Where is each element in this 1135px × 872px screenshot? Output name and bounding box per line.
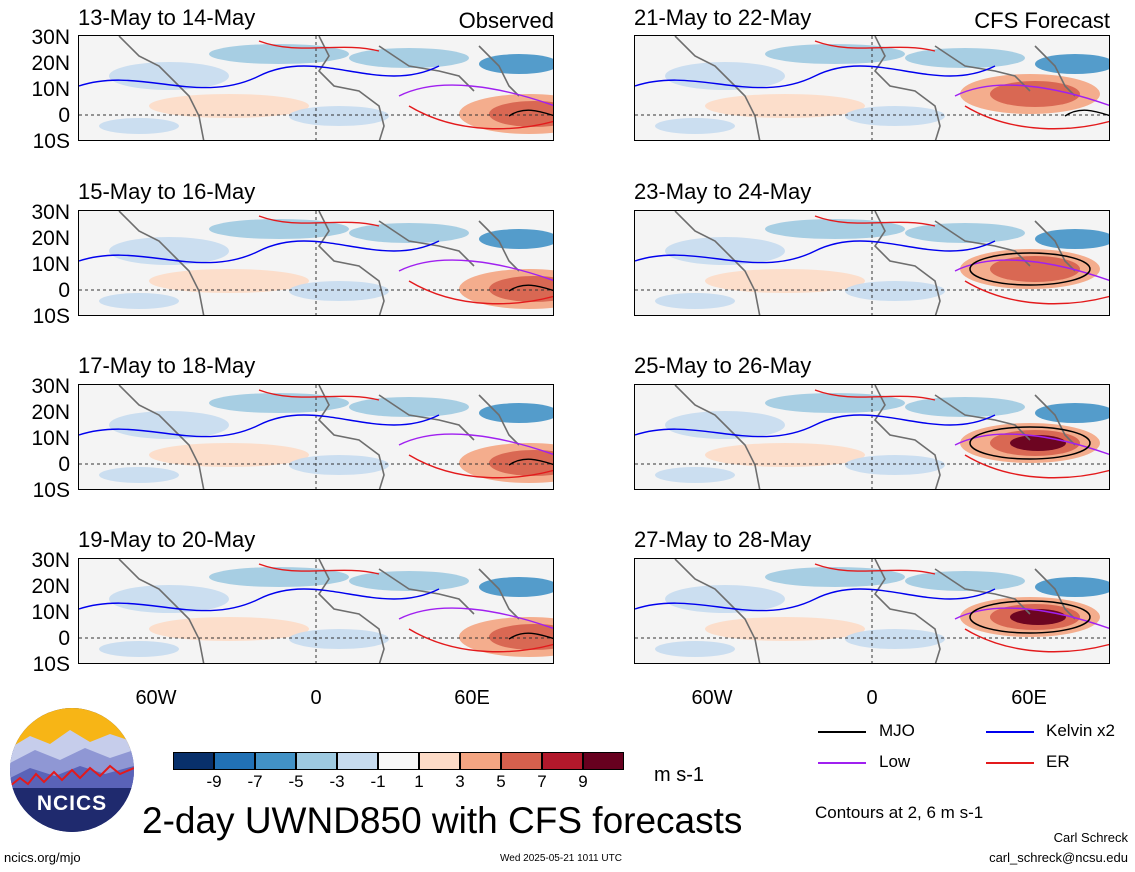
lat-label: 10S (32, 305, 70, 328)
colorbar-label: -5 (288, 772, 304, 791)
map-panel (634, 384, 1110, 490)
map-graphic (79, 559, 553, 663)
colorbar-box (378, 752, 419, 770)
map-panel (634, 35, 1110, 141)
map-panel (634, 558, 1110, 664)
legend-label-low: Low (879, 752, 911, 771)
lat-label: 10N (31, 253, 70, 276)
lat-label: 0 (58, 627, 70, 650)
lat-label: 10N (31, 601, 70, 624)
legend-label-er: ER (1046, 752, 1070, 771)
ncics-logo: NCICS (10, 708, 134, 832)
colorbar-label: 1 (414, 772, 424, 791)
map-panel (78, 210, 554, 316)
map-panel (634, 210, 1110, 316)
colorbar-label: -3 (329, 772, 345, 791)
panel-title: 15-May to 16-May (78, 179, 256, 204)
colorbar-box (296, 752, 337, 770)
map-panel (78, 384, 554, 490)
colorbar-label: -1 (370, 772, 386, 791)
lat-label: 20N (31, 227, 70, 250)
colorbar-box (542, 752, 583, 770)
contours-note: Contours at 2, 6 m s-1 (815, 803, 984, 822)
panel-title: 21-May to 22-May (634, 5, 812, 30)
footer-author: Carl Schreck (1053, 830, 1128, 845)
colorbar-label: 3 (455, 772, 465, 791)
lat-label: 30N (31, 375, 70, 398)
map-graphic (635, 211, 1109, 315)
colorbar-label: -7 (247, 772, 263, 791)
lat-label: 20N (31, 575, 70, 598)
colorbar-label: 9 (578, 772, 588, 791)
lon-label: 0 (866, 687, 878, 709)
lat-label: 10N (31, 427, 70, 450)
map-graphic (79, 385, 553, 489)
colorbar-box (460, 752, 501, 770)
lat-label: 10S (32, 130, 70, 153)
panel-title: 17-May to 18-May (78, 353, 256, 378)
footer-timestamp: Wed 2025-05-21 1011 UTC (500, 853, 622, 864)
main-title: 2-day UWND850 with CFS forecasts (142, 800, 743, 841)
lat-label: 30N (31, 201, 70, 224)
colorbar-box (214, 752, 255, 770)
map-panel (78, 558, 554, 664)
lat-label: 10S (32, 479, 70, 502)
logo-text: NCICS (36, 792, 108, 815)
lat-label: 0 (58, 279, 70, 302)
lat-label: 10N (31, 78, 70, 101)
colorbar-box (419, 752, 460, 770)
panel-title: 23-May to 24-May (634, 179, 812, 204)
legend-label-kelvin: Kelvin x2 (1046, 721, 1115, 740)
map-graphic (635, 36, 1109, 140)
legend-line-mjo (818, 731, 866, 733)
map-graphic (635, 385, 1109, 489)
lon-label: 60E (1011, 687, 1047, 709)
legend-line-low (818, 762, 866, 764)
colorbar-box (583, 752, 624, 770)
legend-label-mjo: MJO (879, 721, 915, 740)
lon-label: 60W (135, 687, 177, 709)
map-graphic (635, 559, 1109, 663)
colorbar-box (255, 752, 296, 770)
colorbar-box (501, 752, 542, 770)
panel-title: 19-May to 20-May (78, 527, 256, 552)
lat-label: 0 (58, 453, 70, 476)
lat-label: 20N (31, 52, 70, 75)
panel-title: 25-May to 26-May (634, 353, 812, 378)
lat-label: 30N (31, 26, 70, 49)
map-graphic (79, 211, 553, 315)
legend-line-er (986, 762, 1034, 764)
lon-label: 60E (454, 687, 490, 709)
colorbar-box (173, 752, 214, 770)
lon-label: 60W (691, 687, 733, 709)
map-panel (78, 35, 554, 141)
lat-label: 30N (31, 549, 70, 572)
lon-label: 0 (310, 687, 322, 709)
panel-title: 13-May to 14-May (78, 5, 256, 30)
footer-url: ncics.org/mjo (4, 850, 81, 865)
colorbar-box (337, 752, 378, 770)
panel-tag-forecast: CFS Forecast (974, 8, 1110, 33)
colorbar-label: -9 (206, 772, 222, 791)
lat-label: 0 (58, 104, 70, 127)
colorbar-label: 7 (537, 772, 547, 791)
panel-tag-observed: Observed (458, 8, 554, 33)
footer-email: carl_schreck@ncsu.edu (989, 850, 1128, 865)
colorbar-label: 5 (496, 772, 506, 791)
colorbar-unit: m s-1 (654, 764, 704, 786)
lat-label: 10S (32, 653, 70, 676)
lat-label: 20N (31, 401, 70, 424)
map-graphic (79, 36, 553, 140)
panel-title: 27-May to 28-May (634, 527, 812, 552)
legend-line-kelvin (986, 731, 1034, 733)
